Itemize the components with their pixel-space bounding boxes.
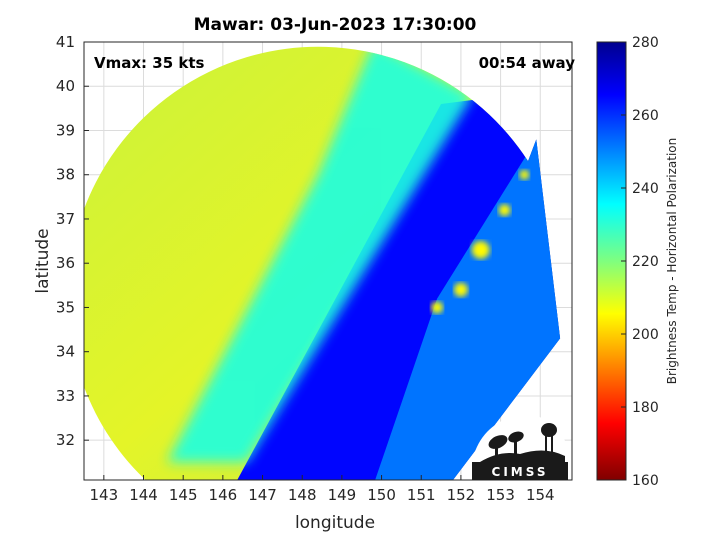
x-tick-label: 153 xyxy=(486,486,515,504)
colorbar-tick-label: 240 xyxy=(632,181,659,197)
x-tick-label: 147 xyxy=(248,486,277,504)
region-convective-cell xyxy=(498,204,511,217)
colorbar-ticks: 280 260 240 220 200 180 160 xyxy=(621,35,659,489)
y-tick-label: 32 xyxy=(56,431,75,449)
y-tick-label: 34 xyxy=(56,343,75,361)
colorbar: 280 260 240 220 200 180 160 Brightness Temp - … xyxy=(596,35,679,489)
vmax-annotation: Vmax: 35 kts xyxy=(94,54,204,72)
y-axis-label: latitude xyxy=(33,228,53,293)
y-tick-label: 37 xyxy=(56,210,75,228)
y-tick-label: 33 xyxy=(56,387,75,405)
plot-area xyxy=(84,42,572,480)
axes-frame xyxy=(83,41,573,481)
region-convective-cell xyxy=(453,282,468,297)
cimss-logo-text: CIMSS xyxy=(492,465,549,479)
x-tick-label: 154 xyxy=(526,486,555,504)
colorbar-tick-label: 180 xyxy=(632,400,659,416)
x-tick-label: 146 xyxy=(209,486,238,504)
y-tick-label: 41 xyxy=(56,33,75,51)
x-tick-label: 152 xyxy=(447,486,476,504)
region-convective-cell xyxy=(431,301,444,314)
region-inner-band xyxy=(167,46,473,463)
colorbar-label: Brightness Temp - Horizontal Polarizatio… xyxy=(665,138,679,385)
time-away-annotation: 00:54 away xyxy=(479,54,576,72)
x-tick-label: 150 xyxy=(367,486,396,504)
region-convective-cell xyxy=(471,240,490,259)
colorbar-tick-label: 160 xyxy=(632,473,659,489)
y-tick-label: 40 xyxy=(56,77,75,95)
y-tick-label: 35 xyxy=(56,298,75,316)
x-tick-label: 149 xyxy=(328,486,357,504)
y-tick-label: 36 xyxy=(56,254,75,272)
x-tick-label: 144 xyxy=(129,486,158,504)
chart-title: Mawar: 03-Jun-2023 17:30:00 xyxy=(194,15,477,35)
region-convective-cell xyxy=(519,169,530,180)
y-axis-ticks: 32 33 34 35 36 37 38 39 40 41 xyxy=(56,33,89,449)
x-tick-label: 148 xyxy=(288,486,317,504)
x-tick-label: 143 xyxy=(90,486,119,504)
colorbar-tick-label: 280 xyxy=(632,35,659,51)
colorbar-tick-label: 260 xyxy=(632,108,659,124)
cimss-logo: CIMSS xyxy=(472,414,568,480)
x-tick-label: 145 xyxy=(169,486,198,504)
y-tick-label: 38 xyxy=(56,166,75,184)
x-tick-label: 151 xyxy=(407,486,436,504)
colorbar-tick-label: 220 xyxy=(632,254,659,270)
y-tick-label: 39 xyxy=(56,121,75,139)
x-axis-ticks: 143 144 145 146 147 148 149 150 151 152 153 154 xyxy=(90,475,555,504)
x-axis-label: longitude xyxy=(295,513,375,533)
colorbar-tick-label: 200 xyxy=(632,327,659,343)
